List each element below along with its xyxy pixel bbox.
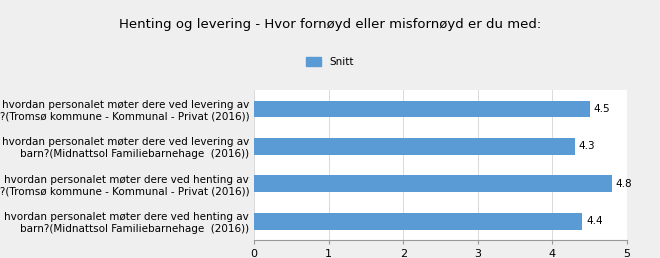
Bar bbox=[254, 175, 612, 192]
Bar bbox=[254, 213, 582, 230]
Text: 4.3: 4.3 bbox=[579, 141, 595, 151]
Text: 4.5: 4.5 bbox=[593, 104, 610, 114]
Legend: Snitt: Snitt bbox=[306, 57, 354, 67]
Bar bbox=[254, 138, 575, 155]
Text: 4.8: 4.8 bbox=[616, 179, 632, 189]
Bar bbox=[254, 101, 590, 117]
Text: 4.4: 4.4 bbox=[586, 216, 603, 226]
Text: Henting og levering - Hvor fornøyd eller misfornøyd er du med:: Henting og levering - Hvor fornøyd eller… bbox=[119, 18, 541, 31]
